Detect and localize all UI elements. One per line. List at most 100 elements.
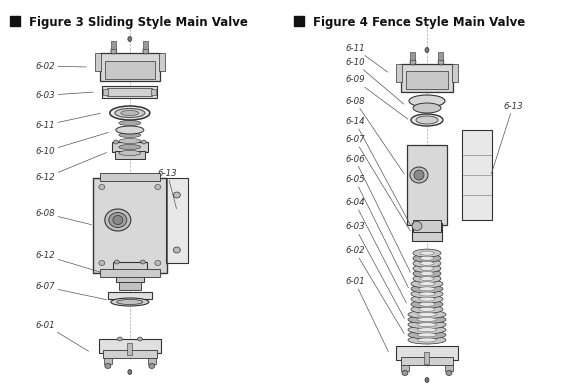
Ellipse shape <box>408 326 446 334</box>
Text: 6-08: 6-08 <box>345 96 404 174</box>
Ellipse shape <box>418 333 436 337</box>
Bar <box>401 64 453 92</box>
Bar <box>401 357 453 365</box>
Ellipse shape <box>116 126 144 134</box>
Ellipse shape <box>119 151 141 156</box>
Bar <box>113 262 147 272</box>
Bar <box>128 343 132 355</box>
Bar <box>396 64 402 82</box>
Ellipse shape <box>143 48 149 54</box>
Text: 6-07: 6-07 <box>345 135 410 231</box>
Ellipse shape <box>446 371 452 376</box>
Bar <box>10 16 20 26</box>
Text: 6-02: 6-02 <box>345 246 404 334</box>
Ellipse shape <box>173 247 181 253</box>
Text: 6-05: 6-05 <box>345 175 409 288</box>
Ellipse shape <box>410 167 428 183</box>
Ellipse shape <box>408 331 446 339</box>
Bar <box>103 89 108 95</box>
Bar <box>95 53 101 71</box>
Ellipse shape <box>119 120 141 125</box>
Text: 6-10: 6-10 <box>36 132 108 156</box>
Ellipse shape <box>411 290 443 298</box>
Ellipse shape <box>418 338 436 342</box>
Text: 6-14: 6-14 <box>345 117 410 225</box>
Ellipse shape <box>413 249 441 257</box>
Ellipse shape <box>420 261 434 265</box>
Text: 6-06: 6-06 <box>345 154 410 272</box>
Bar <box>166 178 188 262</box>
Text: 6-07: 6-07 <box>36 282 107 300</box>
Ellipse shape <box>413 275 441 283</box>
Ellipse shape <box>420 266 434 271</box>
Bar <box>452 64 458 82</box>
Bar <box>159 53 165 71</box>
Ellipse shape <box>155 261 161 266</box>
Bar <box>105 61 155 79</box>
Ellipse shape <box>408 336 446 344</box>
Ellipse shape <box>419 302 435 306</box>
Bar <box>445 365 453 371</box>
Ellipse shape <box>413 259 441 267</box>
Ellipse shape <box>155 185 161 190</box>
Text: 6-11: 6-11 <box>36 113 100 130</box>
Ellipse shape <box>411 285 443 293</box>
Bar <box>294 16 304 26</box>
Bar <box>425 352 429 364</box>
Ellipse shape <box>113 140 118 144</box>
Ellipse shape <box>416 116 438 124</box>
Ellipse shape <box>411 280 443 288</box>
Ellipse shape <box>420 251 434 255</box>
Text: 6-10: 6-10 <box>345 58 404 104</box>
Bar <box>104 358 112 364</box>
Ellipse shape <box>121 110 139 115</box>
Ellipse shape <box>99 261 105 266</box>
Text: 6-08: 6-08 <box>36 209 92 225</box>
Bar <box>115 151 145 159</box>
Ellipse shape <box>420 272 434 276</box>
Ellipse shape <box>113 215 123 225</box>
Ellipse shape <box>117 300 143 305</box>
Ellipse shape <box>411 295 443 303</box>
Ellipse shape <box>119 139 141 144</box>
Ellipse shape <box>413 264 441 273</box>
Ellipse shape <box>114 260 119 264</box>
Ellipse shape <box>137 337 143 341</box>
Text: 6-02: 6-02 <box>36 61 87 71</box>
Ellipse shape <box>414 170 424 180</box>
Ellipse shape <box>413 103 441 113</box>
Ellipse shape <box>419 292 435 296</box>
Bar <box>112 142 148 152</box>
Ellipse shape <box>412 222 422 230</box>
Ellipse shape <box>419 297 435 301</box>
Ellipse shape <box>117 337 122 341</box>
Ellipse shape <box>402 371 408 376</box>
Bar <box>410 52 415 60</box>
Bar <box>407 145 447 225</box>
Ellipse shape <box>110 106 150 120</box>
Bar <box>100 269 160 277</box>
Bar <box>151 89 156 95</box>
Ellipse shape <box>119 144 141 149</box>
Ellipse shape <box>419 282 435 286</box>
Ellipse shape <box>438 59 444 65</box>
Ellipse shape <box>419 307 435 312</box>
Bar <box>396 346 458 360</box>
Ellipse shape <box>418 323 436 327</box>
Text: Figure 4 Fence Style Main Valve: Figure 4 Fence Style Main Valve <box>313 15 525 29</box>
Text: 6-03: 6-03 <box>345 222 404 318</box>
Ellipse shape <box>425 47 429 52</box>
Bar <box>401 365 409 371</box>
Ellipse shape <box>128 37 132 42</box>
Text: Figure 3 Sliding Style Main Valve: Figure 3 Sliding Style Main Valve <box>29 15 248 29</box>
Bar <box>148 358 156 364</box>
Text: 6-12: 6-12 <box>36 152 107 182</box>
Bar <box>93 178 167 273</box>
Bar <box>108 291 152 298</box>
Ellipse shape <box>425 378 429 383</box>
Bar <box>143 41 148 49</box>
Ellipse shape <box>119 127 141 132</box>
Ellipse shape <box>408 316 446 323</box>
Bar <box>413 220 441 232</box>
Bar <box>119 282 141 290</box>
